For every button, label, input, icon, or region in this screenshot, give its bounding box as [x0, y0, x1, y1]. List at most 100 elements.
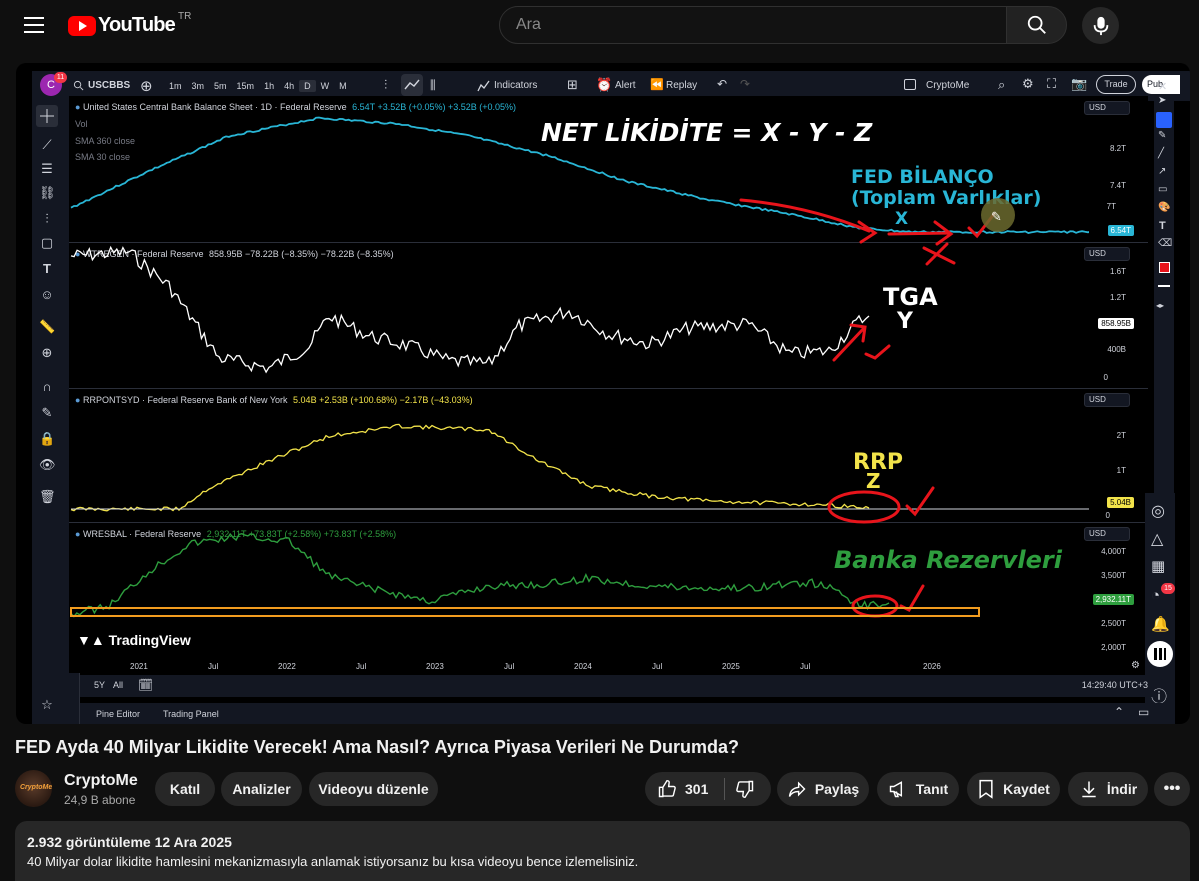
panel2-currency-select[interactable]: USD	[1084, 247, 1130, 261]
zoom-tool-icon[interactable]: ⊕	[41, 345, 53, 360]
lock-icon[interactable]: 🔒	[39, 431, 56, 446]
magnet-tool-icon[interactable]: ∩	[42, 379, 52, 394]
bar-type-icon[interactable]: ⫶	[384, 77, 388, 92]
symbol-search-icon[interactable]	[73, 80, 84, 91]
join-button[interactable]: Katıl	[155, 772, 215, 806]
range-5y[interactable]: 5Y	[94, 680, 106, 690]
interval-M[interactable]: M	[339, 81, 347, 91]
ruler-tool-icon[interactable]: 📏	[39, 319, 56, 334]
collapse-up-icon[interactable]: ⌃	[1114, 705, 1125, 719]
download-button[interactable]: İndir	[1068, 772, 1148, 806]
replay-button[interactable]: Replay	[666, 80, 698, 91]
pattern-tool-icon[interactable]: ⛓	[39, 185, 56, 200]
interval-5m[interactable]: 5m	[214, 81, 227, 91]
date-range-icon[interactable]: 🗓	[138, 678, 154, 692]
trash-icon[interactable]: 🗑	[39, 489, 56, 504]
indicators-icon[interactable]	[477, 80, 490, 92]
analytics-button[interactable]: Analizler	[221, 772, 302, 806]
menu-icon[interactable]	[24, 17, 44, 33]
pointer-icon[interactable]: ➤	[1158, 95, 1167, 106]
channel-avatar[interactable]: CryptoMe	[15, 770, 52, 807]
save-button[interactable]: Kaydet	[967, 772, 1060, 806]
layout-icon[interactable]	[904, 79, 916, 90]
pine-editor-tab[interactable]: Pine Editor	[96, 709, 141, 719]
channel-watermark-icon[interactable]	[1147, 641, 1173, 667]
like-count[interactable]: 301	[685, 781, 709, 797]
signal-icon[interactable]: ◔	[1151, 587, 1161, 604]
range-all[interactable]: All	[113, 680, 124, 690]
like-icon[interactable]	[657, 779, 677, 799]
ideas-icon[interactable]: △	[1151, 531, 1164, 548]
panel1-currency-select[interactable]: USD	[1084, 101, 1130, 115]
help-icon[interactable]: ⓘ	[1151, 689, 1168, 706]
line-icon[interactable]: ╱	[1158, 148, 1165, 159]
bell-icon[interactable]: 🔔	[1151, 616, 1170, 633]
favorites-star-icon[interactable]: ☆	[41, 697, 53, 712]
interval-3m[interactable]: 3m	[191, 81, 205, 91]
promote-button[interactable]: Tanıt	[877, 772, 959, 806]
settings-gear-icon[interactable]: ⚙	[1022, 76, 1034, 91]
shape-tool-icon[interactable]: ▢	[40, 235, 54, 250]
tv-symbol[interactable]: USCBBS	[88, 80, 131, 91]
trading-panel-tab[interactable]: Trading Panel	[163, 709, 219, 719]
interval-4h[interactable]: 4h	[284, 81, 295, 91]
target-icon[interactable]: ◎	[1151, 503, 1165, 520]
youtube-logo[interactable]: YouTube TR	[68, 11, 191, 37]
search-button[interactable]	[1006, 6, 1067, 44]
arrow-icon[interactable]: ↗	[1158, 166, 1167, 177]
panel4-currency-select[interactable]: USD	[1084, 527, 1130, 541]
more-actions-button[interactable]: •••	[1154, 772, 1190, 806]
palette-icon[interactable]: 🎨	[1158, 202, 1171, 213]
calendar-icon[interactable]: ▦	[1151, 558, 1166, 575]
axis-settings-icon[interactable]: ⚙	[1131, 660, 1140, 671]
alert-clock-icon[interactable]: ⏰	[596, 77, 613, 92]
channel-name[interactable]: CryptoMe	[64, 772, 138, 789]
close-palette-icon[interactable]: ✕	[1158, 81, 1168, 93]
horizontal-lines-tool-icon[interactable]: ☰	[41, 161, 53, 176]
pen-tool-active[interactable]	[1156, 112, 1172, 128]
compare-plus-icon[interactable]: ⊕	[140, 78, 153, 95]
color-swatch[interactable]	[1159, 262, 1170, 273]
crosshair-tool[interactable]	[36, 105, 58, 127]
tv-clock[interactable]: 14:29:40 UTC+3	[1081, 680, 1148, 690]
eye-icon[interactable]: 👁	[39, 457, 56, 472]
interval-D[interactable]: D	[299, 80, 316, 92]
camera-icon[interactable]: 📷	[1071, 76, 1088, 91]
interval-W[interactable]: W	[320, 81, 330, 91]
interval-1m[interactable]: 1m	[169, 81, 182, 91]
video-player[interactable]: C 11 USCBBS ⊕ 1m 3m 5m 15m 1h 4h D W M ⫶ ⫼ Indic…	[16, 63, 1190, 724]
stroke-width-icon[interactable]	[1158, 285, 1170, 287]
alert-button[interactable]: Alert	[615, 80, 636, 91]
edit-video-button[interactable]: Videoyu düzenle	[309, 772, 438, 806]
line-chart-icon[interactable]	[401, 74, 423, 96]
share-button[interactable]: Paylaş	[777, 772, 869, 806]
text-tool-icon[interactable]: T	[43, 261, 51, 276]
layout-name[interactable]: CryptoMe	[926, 80, 970, 91]
layout-grid-icon[interactable]: ⊞	[567, 77, 578, 92]
chart-area[interactable]: ● United States Central Bank Balance She…	[69, 96, 1148, 673]
rectangle-icon[interactable]: ▭	[1158, 184, 1168, 195]
eraser-icon[interactable]: ⌫	[1158, 238, 1173, 249]
search-input[interactable]	[500, 7, 1006, 43]
trade-button[interactable]: Trade	[1096, 75, 1136, 94]
interval-1h[interactable]: 1h	[264, 81, 275, 91]
panel3-currency-select[interactable]: USD	[1084, 393, 1130, 407]
undo-icon[interactable]: ↶	[717, 77, 728, 91]
interval-15m[interactable]: 15m	[236, 81, 255, 91]
description-box[interactable]: 2.932 görüntüleme 12 Ara 2025 40 Milyar …	[15, 821, 1190, 881]
emoji-tool-icon[interactable]: ☺	[40, 287, 54, 302]
fullscreen-icon[interactable]: ⛶	[1047, 76, 1057, 91]
indicator-template-icon[interactable]: ⫼	[430, 78, 436, 92]
indicators-button[interactable]: Indicators	[494, 80, 538, 91]
marker-icon[interactable]: ✎	[1158, 130, 1167, 141]
dislike-icon[interactable]	[735, 779, 755, 799]
maximize-icon[interactable]: ▭	[1138, 705, 1150, 719]
text-icon[interactable]: T	[1159, 220, 1166, 232]
publish-button[interactable]: Pub	[1142, 75, 1180, 94]
quick-search-icon[interactable]: ⌕	[998, 77, 1006, 92]
more-options-icon[interactable]: ◂▸	[1156, 301, 1165, 310]
lock-drawing-pen-icon[interactable]: ✎	[41, 405, 53, 420]
replay-icon[interactable]: ⏪	[650, 79, 664, 91]
voice-search-button[interactable]	[1082, 7, 1119, 44]
redo-icon[interactable]: ↷	[740, 77, 751, 91]
